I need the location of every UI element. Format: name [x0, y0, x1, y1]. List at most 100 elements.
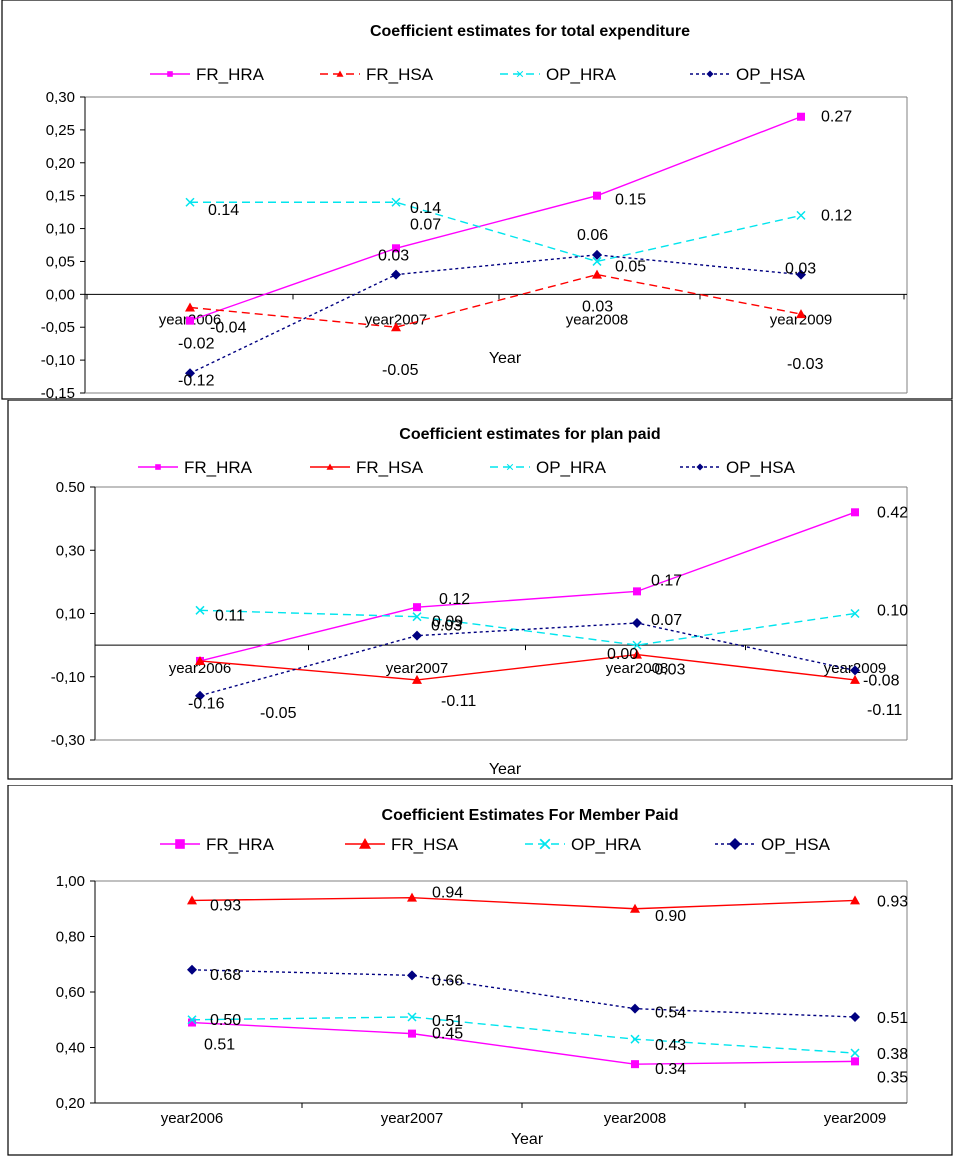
x-tick-label: year2006 — [161, 1110, 224, 1127]
x-tick-label: year2009 — [824, 1110, 887, 1127]
legend-item: FR_HSA — [345, 835, 459, 854]
series-fr-hsa: -0.11 -0.03 -0.11 — [195, 649, 902, 719]
legend-marker — [506, 463, 514, 471]
series-fr-hsa: -0.02 -0.05 0.03 -0.03 — [178, 269, 824, 379]
y-tick-label: -0,05 — [41, 319, 75, 336]
data-label: 0.45 — [432, 1026, 463, 1043]
legend-marker — [359, 838, 371, 849]
data-label: 0.10 — [877, 603, 908, 620]
legend-marker-shape — [326, 463, 334, 470]
data-point — [851, 508, 859, 517]
legend-label: OP_HRA — [546, 65, 617, 84]
y-tick-label: 0,15 — [46, 188, 75, 205]
legend-marker-shape — [336, 70, 344, 77]
legend-label: FR_HSA — [391, 835, 459, 854]
legend-label: FR_HSA — [356, 458, 424, 477]
series-op-hra: 0.11 0.09 0.00 0.10 — [195, 603, 908, 663]
data-label: -0.05 — [260, 705, 297, 722]
y-tick-label: 0,80 — [56, 929, 85, 946]
series-line — [199, 653, 856, 681]
chart-title: Coefficient estimates for plan paid — [399, 426, 660, 443]
y-tick-label: 0,20 — [56, 1095, 85, 1112]
legend-marker-shape — [155, 464, 161, 470]
x-tick-label: year2009 — [770, 311, 833, 328]
legend: FR_HRA FR_HSA OP_HRA OP_HSA — [160, 835, 831, 854]
legend-marker-shape — [516, 70, 524, 78]
data-label: -0.05 — [382, 362, 419, 379]
data-label: -0.08 — [863, 672, 900, 689]
data-label: 0.00 — [607, 646, 638, 663]
data-label: 0.09 — [432, 614, 463, 631]
y-tick-label: 0,40 — [56, 1040, 85, 1057]
data-point — [195, 655, 205, 665]
legend-item: FR_HRA — [160, 835, 275, 854]
legend: FR_HRA FR_HSA OP_HRA OP_HSA — [138, 458, 796, 477]
data-label: -0.16 — [188, 696, 225, 713]
data-label: 0.94 — [432, 885, 463, 902]
legend-item: FR_HRA — [138, 458, 253, 477]
data-point — [412, 612, 422, 622]
legend-marker — [155, 464, 161, 470]
chart-plan-paid: Coefficient estimates for plan paid FR_HR… — [7, 400, 953, 780]
chart-frame — [1, 0, 953, 400]
data-point — [407, 1012, 417, 1022]
data-label: -0.11 — [441, 693, 476, 710]
x-axis-title: Year — [511, 1131, 544, 1148]
y-tick-label: 0,05 — [46, 253, 75, 270]
x-tick-label: year2008 — [566, 311, 629, 328]
series-line — [199, 609, 856, 646]
data-label: 0.43 — [655, 1037, 686, 1054]
x-tick-label: year2007 — [381, 1110, 444, 1127]
data-label: 0.17 — [651, 572, 682, 589]
series-line — [199, 511, 856, 662]
data-point — [408, 1029, 416, 1038]
data-label: 0.54 — [655, 1005, 686, 1022]
legend-label: OP_HSA — [726, 458, 796, 477]
legend-item: OP_HSA — [690, 65, 806, 84]
data-point — [630, 903, 640, 913]
legend-marker — [175, 839, 185, 849]
data-point — [187, 1015, 197, 1025]
data-point — [188, 1018, 196, 1027]
data-point — [407, 970, 417, 981]
data-label: 0.93 — [210, 897, 241, 914]
series-line — [191, 896, 856, 910]
data-point — [630, 1003, 640, 1014]
legend-marker — [336, 70, 344, 77]
x-tick-label: year2008 — [604, 1110, 667, 1127]
data-point — [186, 316, 194, 325]
x-tick-label: year2008 — [606, 660, 669, 677]
legend-item: OP_HSA — [715, 835, 831, 854]
y-tick-label: 0.50 — [56, 479, 85, 496]
series-line — [191, 1021, 856, 1065]
data-label: 0.51 — [877, 1010, 908, 1027]
data-label: 0.07 — [410, 216, 441, 233]
legend-marker-shape — [539, 838, 551, 850]
y-tick-label: 1,00 — [56, 873, 85, 890]
series-op-hra: 0.14 0.14 0.05 0.12 — [185, 197, 852, 275]
data-label: 0.34 — [655, 1061, 686, 1078]
data-point — [185, 368, 195, 379]
x-axis-title: Year — [489, 350, 522, 367]
data-label: 0.03 — [582, 299, 613, 316]
legend-marker — [167, 71, 173, 77]
data-label: 0.68 — [210, 967, 241, 984]
data-label: 0.50 — [210, 1012, 241, 1029]
data-point — [195, 690, 205, 701]
legend-item: OP_HRA — [490, 458, 607, 477]
series-line — [191, 969, 856, 1018]
data-point — [187, 895, 197, 905]
legend-item: FR_HRA — [150, 65, 265, 84]
data-label: 0.51 — [432, 1013, 463, 1030]
legend-item: OP_HSA — [680, 458, 796, 477]
data-point — [850, 674, 860, 684]
chart-member-paid: Coefficient Estimates For Member Paid FR_… — [7, 785, 953, 1156]
legend-marker — [516, 70, 524, 78]
y-tick-label: 0,30 — [46, 89, 75, 106]
y-tick-label: 0,20 — [46, 155, 75, 172]
data-point — [592, 256, 602, 266]
y-tick-label: 0,10 — [46, 221, 75, 238]
data-label: -0.11 — [867, 702, 902, 719]
data-point — [412, 674, 422, 684]
data-label: -0.02 — [178, 335, 215, 352]
